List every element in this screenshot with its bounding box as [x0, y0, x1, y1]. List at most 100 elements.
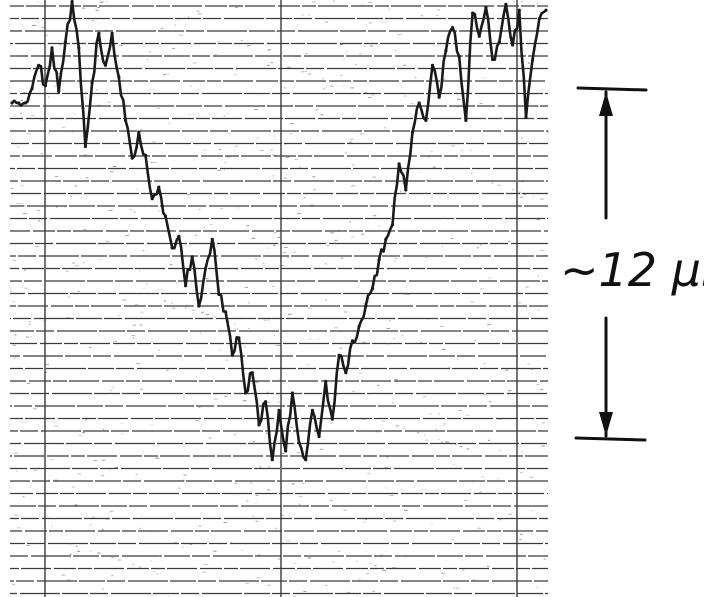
- paper-noise-speck: [108, 469, 110, 471]
- profile-data-point: [257, 423, 261, 427]
- paper-noise-speck: [156, 107, 161, 109]
- paper-noise-speck: [250, 482, 253, 484]
- paper-noise-speck: [37, 210, 40, 211]
- paper-noise-speck: [186, 194, 191, 195]
- paper-noise-speck: [284, 144, 286, 145]
- paper-noise-speck: [443, 78, 446, 80]
- scale-bar-top-tick: [576, 86, 648, 92]
- paper-noise-speck: [479, 491, 482, 493]
- paper-noise-speck: [508, 37, 510, 39]
- paper-noise-speck: [397, 34, 402, 36]
- paper-noise-speck: [527, 62, 531, 64]
- paper-noise-speck: [58, 44, 63, 46]
- paper-noise-speck: [116, 466, 119, 468]
- paper-noise-speck: [541, 5, 544, 7]
- paper-noise-speck: [531, 510, 533, 512]
- paper-noise-speck: [425, 439, 429, 441]
- paper-noise-speck: [235, 482, 238, 484]
- paper-noise-speck: [195, 376, 197, 378]
- paper-noise-speck: [450, 238, 454, 239]
- profile-data-point: [377, 258, 381, 262]
- paper-noise-speck: [470, 301, 475, 303]
- paper-noise-speck: [493, 305, 496, 307]
- paper-noise-speck: [85, 177, 89, 179]
- paper-noise-speck: [14, 334, 17, 336]
- paper-noise-speck: [195, 420, 199, 422]
- paper-noise-speck: [511, 189, 515, 191]
- paper-noise-speck: [438, 439, 440, 441]
- paper-noise-speck: [138, 527, 141, 529]
- paper-noise-speck: [110, 389, 113, 391]
- paper-noise-speck: [64, 206, 66, 208]
- paper-noise-speck: [105, 518, 109, 520]
- paper-noise-speck: [359, 53, 362, 55]
- profile-data-point: [497, 40, 501, 44]
- paper-noise-speck: [17, 146, 19, 148]
- paper-noise-speck: [79, 429, 81, 431]
- paper-noise-speck: [490, 182, 494, 184]
- paper-noise-speck: [188, 114, 190, 116]
- paper-noise-speck: [278, 378, 280, 380]
- paper-noise-speck: [155, 457, 160, 459]
- paper-noise-speck: [259, 466, 262, 468]
- scale-bar-up-arrow-icon: [599, 92, 613, 116]
- paper-noise-speck: [33, 470, 38, 472]
- paper-noise-speck: [140, 128, 143, 130]
- paper-noise-speck: [540, 250, 544, 251]
- paper-noise-speck: [227, 156, 230, 158]
- profile-data-point: [264, 400, 268, 404]
- paper-noise-speck: [417, 432, 420, 434]
- paper-noise-speck: [452, 539, 454, 540]
- paper-noise-speck: [442, 423, 446, 425]
- paper-noise-speck: [85, 419, 87, 421]
- paper-noise-speck: [535, 587, 538, 589]
- paper-noise-speck: [150, 560, 153, 562]
- paper-noise-speck: [431, 151, 433, 153]
- paper-noise-speck: [174, 541, 178, 543]
- paper-noise-speck: [203, 563, 208, 565]
- paper-noise-speck: [343, 85, 345, 87]
- paper-noise-speck: [456, 98, 461, 100]
- paper-noise-speck: [419, 172, 421, 174]
- paper-noise-speck: [163, 74, 167, 75]
- paper-noise-speck: [12, 301, 15, 302]
- paper-noise-speck: [75, 545, 78, 547]
- paper-noise-speck: [335, 530, 338, 532]
- paper-noise-speck: [294, 563, 296, 564]
- paper-noise-speck: [101, 475, 105, 477]
- paper-noise-speck: [132, 337, 135, 339]
- paper-noise-speck: [487, 324, 491, 326]
- paper-noise-speck: [467, 530, 471, 532]
- paper-noise-speck: [81, 7, 86, 9]
- paper-noise-speck: [489, 401, 492, 403]
- profile-data-point: [237, 336, 241, 340]
- paper-noise-speck: [279, 64, 281, 66]
- paper-noise-speck: [480, 288, 484, 290]
- paper-noise-speck: [189, 543, 192, 545]
- paper-noise-speck: [286, 540, 291, 542]
- profile-data-point: [23, 101, 27, 105]
- paper-noise-speck: [308, 14, 311, 16]
- profile-data-point: [471, 11, 475, 15]
- paper-noise-speck: [279, 514, 284, 516]
- paper-noise-speck: [477, 527, 481, 529]
- paper-noise-speck: [45, 371, 48, 373]
- paper-noise-speck: [40, 431, 43, 433]
- paper-noise-speck: [235, 269, 239, 271]
- paper-noise-speck: [117, 315, 120, 316]
- paper-noise-speck: [295, 56, 299, 58]
- paper-noise-speck: [37, 220, 41, 222]
- paper-noise-speck: [245, 317, 248, 319]
- paper-noise-speck: [20, 203, 22, 204]
- paper-noise-speck: [13, 259, 16, 261]
- profile-data-point: [270, 458, 274, 462]
- paper-noise-speck: [395, 258, 397, 260]
- paper-noise-speck: [396, 443, 398, 445]
- paper-noise-speck: [23, 213, 28, 215]
- paper-noise-speck: [165, 369, 169, 371]
- paper-noise-speck: [153, 571, 155, 572]
- paper-noise-speck: [343, 311, 347, 313]
- paper-noise-speck: [313, 189, 316, 191]
- paper-noise-speck: [77, 290, 80, 292]
- paper-noise-speck: [305, 71, 307, 73]
